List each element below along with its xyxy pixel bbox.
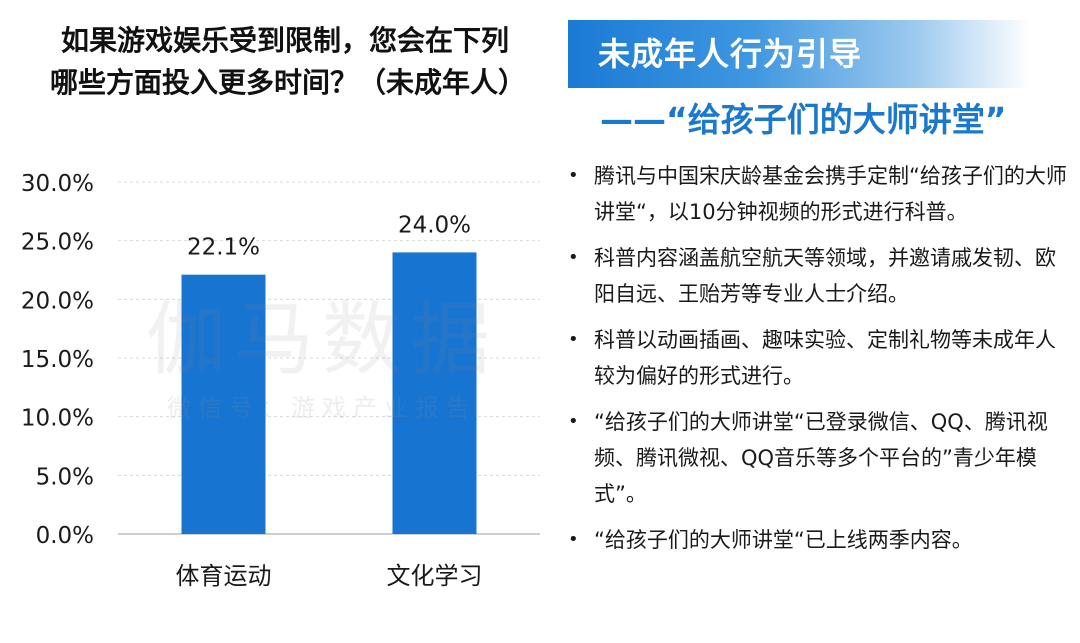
y-tick-label: 20.0% [21,288,94,314]
bullet-list: • 腾讯与中国宋庆龄基金会携手定制“给孩子们的大师讲堂“，以10分钟视频的形式进行… [568,158,1068,568]
y-tick-label: 5.0% [36,464,94,490]
bullet-text: “给孩子们的大师讲堂“已上线两季内容。 [594,528,973,552]
bullet-dot-icon: • [568,529,579,550]
grid-lines [118,181,540,535]
bullet-text: 科普内容涵盖航空航天等领域，并邀请戚发韧、欧阳自远、王贻芳等专业人士介绍。 [594,246,1056,306]
chart-title: 如果游戏娱乐受到限制，您会在下列哪些方面投入更多时间？（未成年人） [50,24,527,99]
y-tick-label: 10.0% [21,406,94,432]
banner-title: 未成年人行为引导 [598,35,863,73]
section-subtitle: ——“给孩子们的大师讲堂” [600,100,1007,139]
bar-chart: 0.0%5.0%10.0%15.0%20.0%25.0%30.0% 22.1%2… [21,171,540,590]
bullet-dot-icon: • [568,329,579,350]
category-label: 体育运动 [176,562,272,590]
data-label: 24.0% [398,212,471,238]
bullet-item: • “给孩子们的大师讲堂“已上线两季内容。 [568,522,1068,558]
data-labels: 22.1% 24.0% [187,212,471,260]
bars [181,252,477,534]
data-label: 22.1% [187,235,260,261]
bullet-dot-icon: • [568,165,579,186]
bullet-text: “给孩子们的大师讲堂“已登录微信、QQ、腾讯视频、腾讯微视、QQ音乐等多个平台的… [594,410,1048,506]
bullet-dot-icon: • [568,411,579,432]
bullet-text: 腾讯与中国宋庆龄基金会携手定制“给孩子们的大师讲堂“，以10分钟视频的形式进行科… [594,164,1067,224]
bullet-dot-icon: • [568,247,579,268]
y-tick-label: 30.0% [21,171,94,197]
bullet-text: 科普以动画插画、趣味实验、定制礼物等未成年人较为偏好的形式进行。 [594,328,1056,388]
y-axis-ticks: 0.0% 5.0% 10.0% 15.0% 20.0% 25.0% 30.0% [21,171,94,549]
bar [181,274,266,534]
bullet-item: • “给孩子们的大师讲堂“已登录微信、QQ、腾讯视频、腾讯微视、QQ音乐等多个平台… [568,404,1068,512]
bar [392,252,477,534]
bullet-item: • 腾讯与中国宋庆龄基金会携手定制“给孩子们的大师讲堂“，以10分钟视频的形式进行… [568,158,1068,230]
category-label: 文化学习 [387,562,483,590]
bullet-item: • 科普以动画插画、趣味实验、定制礼物等未成年人较为偏好的形式进行。 [568,322,1068,394]
section-banner: 未成年人行为引导 [568,20,1030,88]
y-tick-label: 15.0% [21,347,94,373]
y-tick-label: 0.0% [36,523,94,549]
bullet-item: • 科普内容涵盖航空航天等领域，并邀请戚发韧、欧阳自远、王贻芳等专业人士介绍。 [568,240,1068,312]
x-axis-labels: 体育运动 文化学习 [176,562,483,590]
y-tick-label: 25.0% [21,230,94,256]
